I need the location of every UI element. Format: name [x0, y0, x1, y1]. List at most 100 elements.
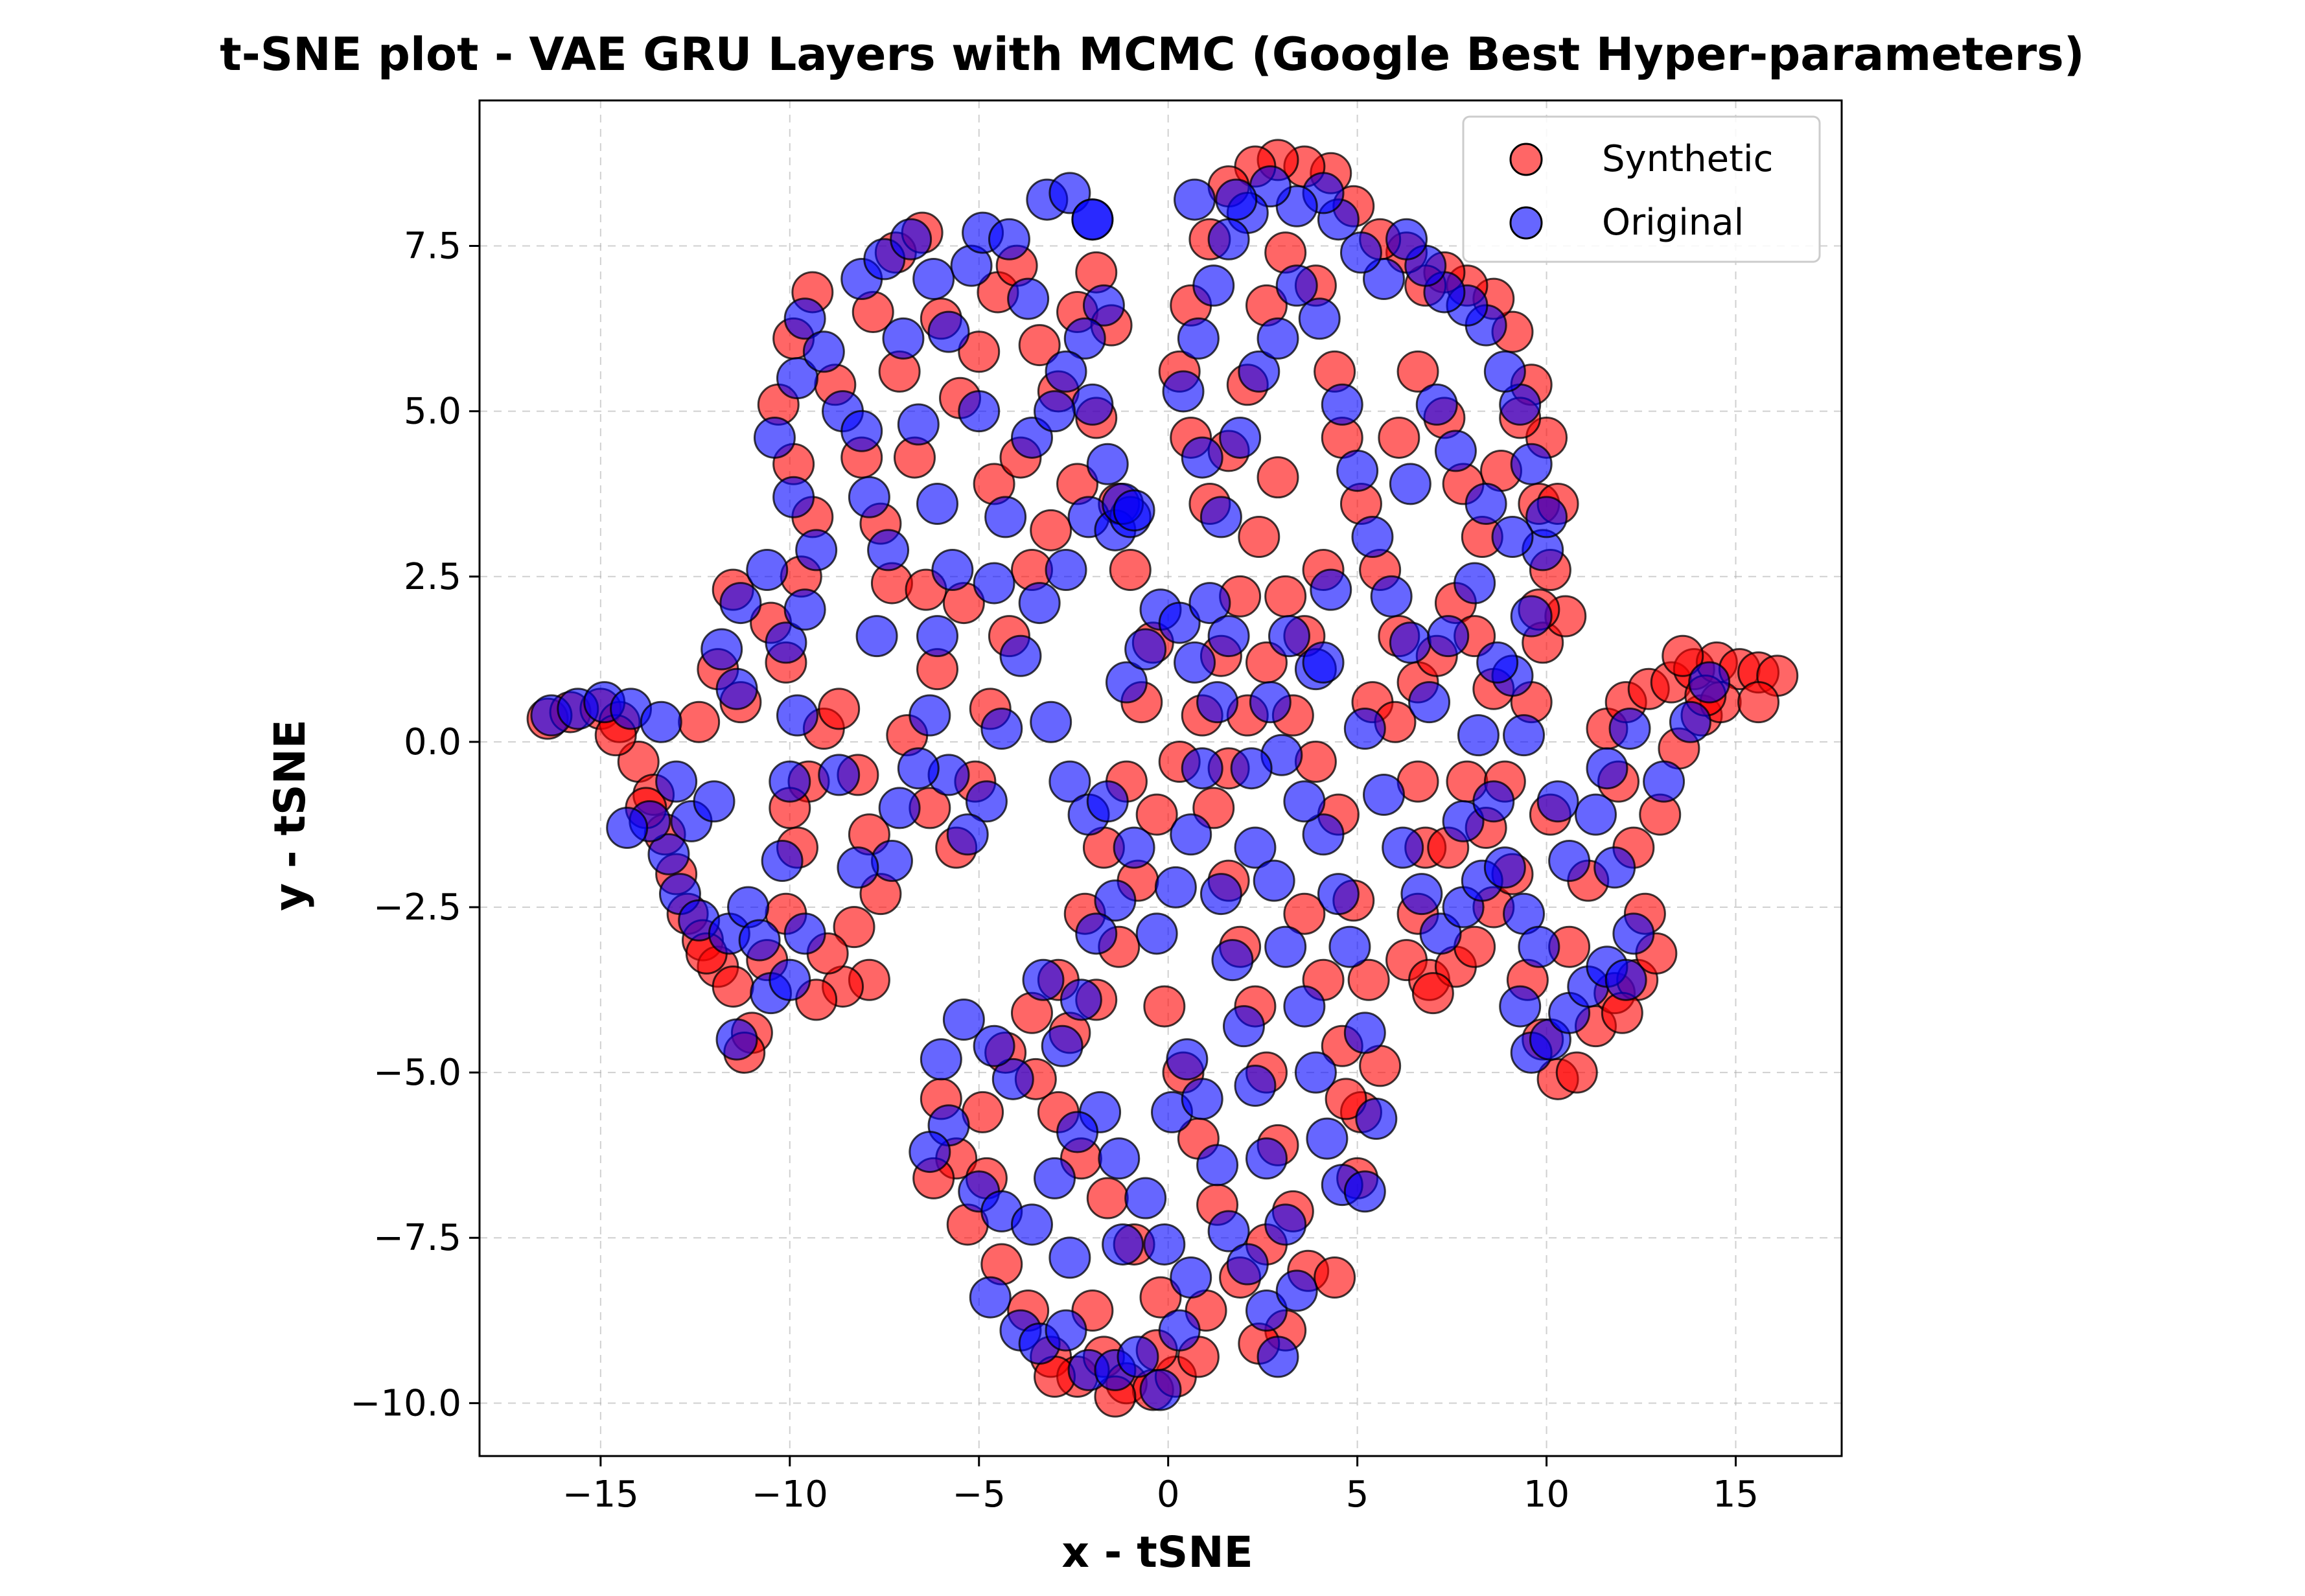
point-original — [1491, 516, 1534, 559]
point-synthetic — [712, 965, 754, 1008]
point-original — [1199, 496, 1242, 538]
point-original — [1010, 1203, 1053, 1246]
point-original — [973, 1024, 1015, 1067]
point-original — [988, 218, 1030, 260]
point-original — [1215, 178, 1258, 221]
legend-box — [1462, 115, 1821, 263]
x-axis-ticks: −15 −10 −5 0 5 10 15 — [562, 1456, 1759, 1516]
point-original — [802, 330, 845, 373]
point-synthetic — [1264, 575, 1307, 618]
point-original — [931, 549, 974, 592]
point-original — [1454, 562, 1496, 605]
point-original — [1102, 1223, 1144, 1266]
x-tick-label: 10 — [1523, 1474, 1569, 1516]
point-original — [1343, 707, 1386, 750]
point-original — [1510, 443, 1553, 485]
legend-marker-synthetic — [1509, 143, 1543, 176]
point-original — [1306, 1117, 1349, 1160]
point-original — [1525, 496, 1568, 538]
point-original — [738, 919, 781, 962]
point-synthetic — [1662, 634, 1704, 677]
point-original — [1124, 628, 1167, 671]
point-original — [1086, 443, 1129, 485]
point-original — [912, 258, 955, 301]
point-synthetic — [1109, 549, 1152, 592]
point-synthetic — [678, 700, 721, 743]
point-original — [1643, 760, 1685, 803]
point-original — [1604, 958, 1647, 1001]
point-original — [1105, 661, 1148, 704]
point-original — [1483, 350, 1526, 393]
point-synthetic — [1086, 1177, 1129, 1220]
y-tick-label: 5.0 — [404, 391, 461, 433]
point-original — [1075, 912, 1118, 955]
legend: Synthetic Original — [1462, 115, 1821, 263]
point-original — [1181, 436, 1223, 479]
y-axis-label: y - tSNE — [265, 719, 315, 911]
point-original — [1351, 516, 1394, 559]
point-original — [715, 1018, 758, 1061]
point-original — [1022, 958, 1065, 1001]
point-original — [1328, 925, 1371, 968]
plot-area-frame — [478, 99, 1843, 1457]
point-original — [746, 549, 789, 592]
point-original — [1321, 383, 1363, 426]
x-tick-label: −10 — [752, 1474, 828, 1516]
y-axis-ticks: −10.0 −7.5 −5.0 −2.5 0.0 2.5 5.0 7.5 — [350, 226, 480, 1424]
point-original — [783, 912, 826, 955]
point-original — [776, 694, 818, 737]
point-original — [965, 780, 1008, 823]
point-original — [776, 357, 818, 400]
point-original — [946, 813, 989, 856]
point-original — [1593, 846, 1636, 889]
point-original — [1518, 925, 1560, 968]
point-original — [840, 410, 883, 452]
point-original — [1094, 879, 1137, 922]
point-original — [783, 297, 826, 340]
point-original — [1343, 1012, 1386, 1054]
y-tick-label: −2.5 — [373, 886, 461, 929]
point-synthetic — [1139, 1276, 1182, 1319]
point-original — [980, 707, 1023, 750]
point-original — [1302, 641, 1345, 684]
point-original — [1370, 575, 1413, 618]
point-original — [882, 317, 925, 360]
point-original — [855, 615, 898, 658]
point-original — [1510, 595, 1553, 638]
legend-label-original: Original — [1602, 202, 1744, 244]
point-original — [1339, 231, 1382, 274]
point-original — [1045, 549, 1087, 592]
point-original — [1170, 1256, 1212, 1299]
point-original — [1230, 747, 1273, 790]
point-original — [1434, 430, 1477, 472]
point-original — [1586, 747, 1628, 790]
point-original — [1135, 912, 1178, 955]
point-original — [1071, 383, 1114, 426]
point-original — [1317, 873, 1360, 916]
point-original — [1082, 284, 1125, 327]
point-original — [765, 621, 807, 664]
point-original — [1226, 1243, 1269, 1286]
y-tick-label: −7.5 — [373, 1217, 461, 1259]
point-original — [1298, 297, 1341, 340]
point-original — [958, 390, 1001, 433]
point-original — [1245, 1289, 1288, 1332]
point-synthetic — [1325, 1078, 1367, 1120]
point-original — [1034, 390, 1076, 433]
point-synthetic — [1555, 1051, 1598, 1094]
point-original — [1302, 813, 1345, 856]
y-tick-label: −10.0 — [350, 1382, 461, 1424]
point-original — [1249, 681, 1291, 724]
point-original — [1154, 866, 1197, 908]
point-original — [1170, 813, 1212, 856]
point-original — [640, 700, 682, 743]
point-original — [1310, 568, 1352, 611]
point-synthetic — [1378, 416, 1420, 459]
point-original — [1503, 714, 1546, 757]
point-original — [715, 667, 758, 710]
point-original — [897, 403, 940, 446]
point-original — [1113, 826, 1155, 869]
point-original — [1253, 859, 1295, 902]
point-original — [867, 529, 910, 572]
point-original — [969, 1276, 1012, 1319]
